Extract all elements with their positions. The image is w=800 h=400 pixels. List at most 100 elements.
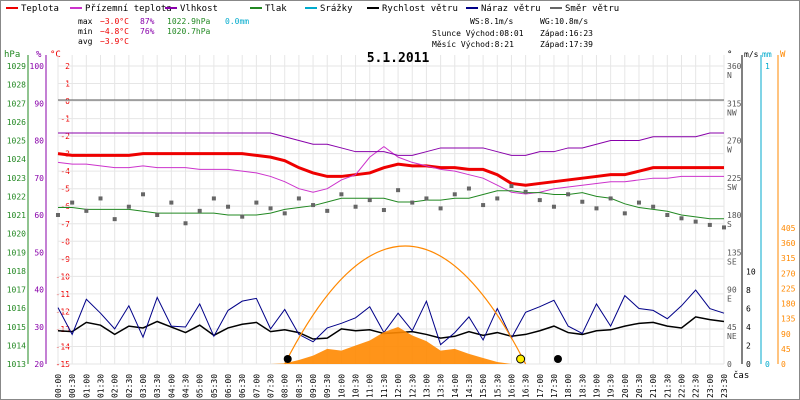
x-tick-label: 01:30: [97, 374, 106, 398]
wind-dir-point: [254, 200, 259, 205]
x-tick-label: 23:30: [720, 374, 729, 398]
pressure-tick: 1029: [7, 62, 26, 71]
pressure-tick: 1022: [7, 192, 26, 201]
series-line: [58, 190, 724, 220]
x-tick-label: 23:00: [706, 374, 715, 398]
solar-tick: 270: [781, 269, 796, 278]
y-axis-label-humidity: %: [36, 50, 42, 60]
stat-min-press: 1020.7hPa: [167, 27, 211, 36]
x-tick-label: 16:30: [522, 374, 531, 398]
dir-tick: 315: [727, 99, 742, 108]
pressure-tick: 1019: [7, 248, 26, 257]
wind-dir-point: [381, 208, 386, 213]
legend-label: Vlhkost: [180, 4, 218, 14]
y-axis-label-rain: mm: [762, 50, 772, 59]
wind-dir-point: [169, 200, 174, 205]
stat-min-temp: −4.8°C: [100, 27, 129, 36]
wind-dir-point: [707, 222, 712, 227]
x-tick-label: 20:30: [635, 374, 644, 398]
dir-tick: 0: [727, 360, 732, 369]
x-tick-label: 06:30: [238, 374, 247, 398]
wind-dir-point: [551, 204, 556, 209]
x-tick-label: 15:30: [493, 374, 502, 398]
x-tick-label: 12:30: [408, 374, 417, 398]
pressure-tick: 1020: [7, 230, 26, 239]
wind-dir-point: [438, 206, 443, 211]
wind-dir-point: [608, 196, 613, 201]
x-tick-label: 00:30: [68, 374, 77, 398]
humidity-tick: 100: [30, 62, 45, 71]
wind-dir-point: [693, 219, 698, 224]
series-line: [57, 152, 724, 187]
chart-title: 5.1.2011: [367, 51, 430, 66]
dir-tick-dir: SE: [727, 257, 737, 266]
solar-tick: 360: [781, 239, 796, 248]
wind-dir-point: [141, 192, 146, 197]
moonset-marker: [553, 355, 562, 363]
x-tick-label: 08:30: [295, 374, 304, 398]
wind-dir-point: [509, 184, 514, 189]
sun-arc: [284, 245, 527, 365]
speed-tick: 0: [746, 360, 751, 369]
x-tick-label: 01:00: [82, 374, 91, 398]
x-tick-label: 16:00: [507, 374, 516, 398]
wind-dir-point: [325, 208, 330, 213]
stat-max-press: 1022.9hPa: [167, 17, 211, 26]
wind-dir-point: [636, 200, 641, 205]
legend-label: Rychlost větru: [382, 4, 458, 14]
wind-dir-point: [452, 192, 457, 197]
wind-dir-point: [495, 196, 500, 201]
speed-tick: 4: [746, 323, 751, 332]
speed-tick: 2: [746, 342, 751, 351]
legend: Teplota Přízemní teplota Vlhkost Tlak Srážky…: [6, 4, 619, 14]
x-tick-label: 10:30: [352, 374, 361, 398]
wind-dir-point: [466, 186, 471, 191]
humidity-tick: 60: [34, 211, 44, 220]
dir-tick-dir: SW: [727, 183, 737, 192]
stat-label: avg: [78, 37, 93, 46]
wind-dir-point: [197, 208, 202, 213]
wind-dir-point: [98, 196, 103, 201]
dir-tick-dir: W: [727, 146, 732, 155]
wind-dir-point: [566, 192, 571, 197]
solar-tick: 315: [781, 254, 796, 263]
legend-label: Tlak: [265, 4, 287, 14]
speed-tick: 6: [746, 305, 751, 314]
humidity-tick: 30: [34, 323, 44, 332]
x-tick-label: 13:30: [437, 374, 446, 398]
solar-tick: 90: [781, 330, 791, 339]
pressure-tick: 1023: [7, 174, 26, 183]
x-tick-label: 04:00: [167, 374, 176, 398]
wind-dir-point: [679, 216, 684, 221]
wind-dir-point: [126, 204, 131, 209]
x-tick-label: 09:00: [309, 374, 318, 398]
wind-dir-point: [296, 196, 301, 201]
wind-dir-point: [56, 213, 60, 217]
stat-moon: Měsíc Východ:8:21: [432, 40, 514, 49]
x-tick-label: 21:00: [649, 374, 658, 398]
x-tick-label: 21:30: [663, 374, 672, 398]
x-tick-label: 15:00: [479, 374, 488, 398]
wind-dir-point: [622, 211, 627, 216]
x-tick-label: 14:30: [465, 374, 474, 398]
dir-tick-dir: NW: [727, 108, 737, 117]
stat-label: max: [78, 17, 93, 26]
dir-tick: 45: [727, 323, 737, 332]
x-tick-label: 07:30: [267, 374, 276, 398]
legend-label: Teplota: [21, 4, 59, 14]
wind-dir-point: [339, 192, 344, 197]
stat-wind-gust: WG:10.8m/s: [540, 17, 588, 26]
stat-sun: Slunce Východ:08:01: [432, 29, 524, 38]
x-tick-label: 02:30: [125, 374, 134, 398]
sunset-marker: [516, 354, 526, 364]
stat-max-temp: −3.0°C: [100, 17, 129, 26]
stat-min-hum: 76%: [140, 27, 155, 36]
wind-dir-point: [722, 225, 726, 230]
pressure-tick: 1027: [7, 99, 26, 108]
pressure-tick: 1018: [7, 267, 26, 276]
x-tick-label: 14:00: [451, 374, 460, 398]
pressure-tick: 1025: [7, 137, 26, 146]
legend-label: Přízemní teplota: [85, 4, 172, 14]
wind-dir-point: [367, 198, 372, 203]
